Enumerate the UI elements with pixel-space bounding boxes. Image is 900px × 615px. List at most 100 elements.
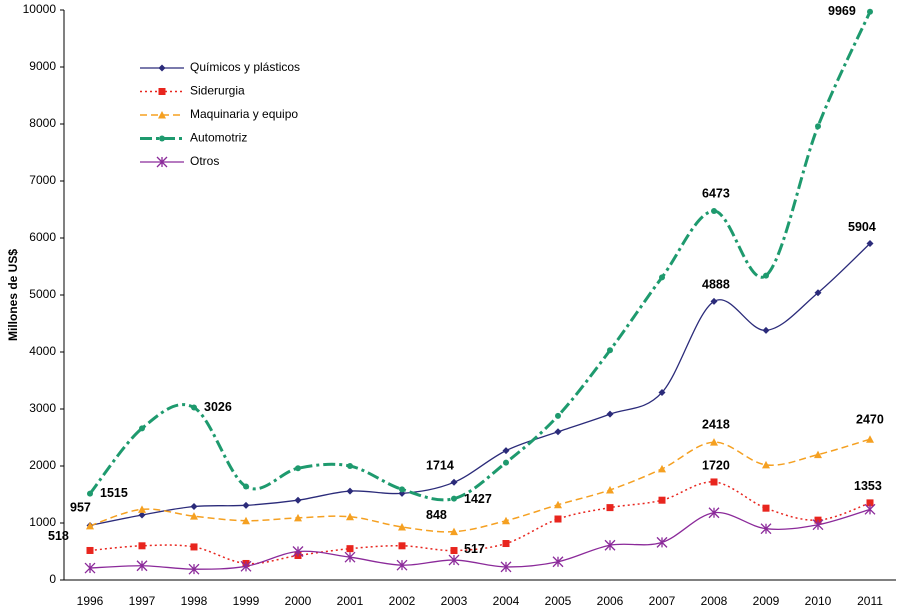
data-point — [606, 485, 614, 494]
data-point — [240, 560, 252, 572]
data-point — [294, 496, 302, 504]
data-point — [711, 208, 717, 215]
y-tick-label: 0 — [49, 572, 56, 586]
data-point — [607, 347, 613, 354]
data-point — [138, 542, 146, 550]
data-label: 1427 — [464, 492, 492, 506]
x-tick-label: 2006 — [597, 594, 624, 608]
x-tick-label: 2011 — [857, 594, 883, 608]
y-tick-label: 7000 — [29, 173, 56, 187]
data-point — [658, 496, 666, 504]
data-point — [346, 512, 354, 521]
data-point — [295, 465, 301, 472]
data-point — [450, 478, 458, 486]
legend-marker — [158, 88, 166, 95]
data-point — [866, 499, 874, 507]
data-point — [451, 495, 457, 502]
data-point — [864, 503, 876, 515]
data-point — [191, 404, 197, 411]
data-point — [502, 447, 510, 455]
data-label: 4888 — [702, 278, 730, 292]
y-tick-label: 8000 — [29, 116, 56, 130]
data-point — [190, 512, 198, 520]
x-tick-label: 2007 — [649, 594, 676, 608]
data-point — [710, 297, 718, 305]
y-tick-label: 4000 — [29, 344, 56, 358]
data-point — [866, 239, 874, 247]
data-point — [347, 463, 353, 469]
x-tick-label: 2000 — [285, 594, 312, 608]
data-label: 1720 — [702, 458, 730, 472]
y-tick-label: 1000 — [29, 515, 56, 529]
data-point — [346, 545, 354, 553]
data-point — [344, 551, 356, 563]
data-label: 9969 — [828, 4, 856, 18]
data-point — [188, 563, 200, 575]
legend-label: Químicos y plásticos — [190, 60, 300, 74]
data-point — [86, 521, 94, 530]
data-point — [763, 272, 769, 279]
data-point — [243, 483, 249, 490]
y-tick-label: 2000 — [29, 458, 56, 472]
data-point — [502, 516, 510, 525]
data-point — [762, 504, 770, 512]
series-line — [89, 243, 871, 527]
x-tick-label: 2004 — [493, 594, 520, 608]
legend-label: Maquinaria y equipo — [190, 107, 298, 121]
y-tick-label: 3000 — [29, 401, 56, 415]
data-point — [710, 478, 718, 486]
y-tick-label: 9000 — [29, 59, 56, 73]
data-point — [294, 513, 302, 522]
series-line — [89, 438, 871, 533]
data-label: 848 — [426, 508, 447, 522]
series-line — [89, 481, 871, 565]
legend-marker — [158, 64, 166, 72]
data-label: 1515 — [100, 486, 128, 500]
data-point — [710, 438, 718, 446]
data-point — [396, 559, 408, 571]
x-tick-label: 1996 — [77, 594, 104, 608]
y-tick-label: 5000 — [29, 287, 56, 301]
data-label: 1353 — [854, 479, 882, 493]
data-label: 517 — [464, 542, 485, 556]
data-point — [398, 542, 406, 550]
x-tick-label: 2005 — [545, 594, 572, 608]
data-point — [87, 490, 93, 497]
data-point — [86, 546, 94, 554]
data-point — [84, 562, 96, 574]
data-point — [399, 486, 405, 493]
x-tick-label: 2003 — [441, 594, 468, 608]
data-point — [866, 435, 874, 443]
data-label: 2418 — [702, 417, 730, 431]
data-point — [242, 516, 250, 525]
data-point — [136, 560, 148, 572]
data-point — [867, 8, 873, 15]
data-point — [815, 123, 821, 130]
data-point — [502, 540, 510, 548]
data-point — [708, 507, 720, 519]
data-label: 6473 — [702, 186, 730, 200]
data-point — [503, 459, 509, 466]
series-line — [89, 508, 871, 570]
legend-label: Otros — [190, 154, 219, 168]
data-point — [762, 326, 770, 334]
data-point — [760, 523, 772, 535]
x-tick-label: 2008 — [701, 594, 728, 608]
y-tick-label: 6000 — [29, 230, 56, 244]
y-axis-label: Millones de US$ — [6, 249, 20, 341]
data-point — [659, 274, 665, 281]
data-label: 957 — [70, 501, 91, 515]
data-point — [554, 515, 562, 523]
legend-marker — [159, 135, 165, 142]
data-point — [812, 519, 824, 531]
data-point — [606, 504, 614, 512]
data-label: 1714 — [426, 459, 454, 473]
data-point — [190, 502, 198, 510]
data-point — [814, 450, 822, 459]
data-point — [292, 546, 304, 557]
data-point — [604, 539, 616, 551]
data-label: 3026 — [204, 400, 232, 414]
x-tick-label: 2009 — [753, 594, 780, 608]
data-point — [658, 464, 666, 473]
data-label: 5904 — [848, 220, 876, 234]
